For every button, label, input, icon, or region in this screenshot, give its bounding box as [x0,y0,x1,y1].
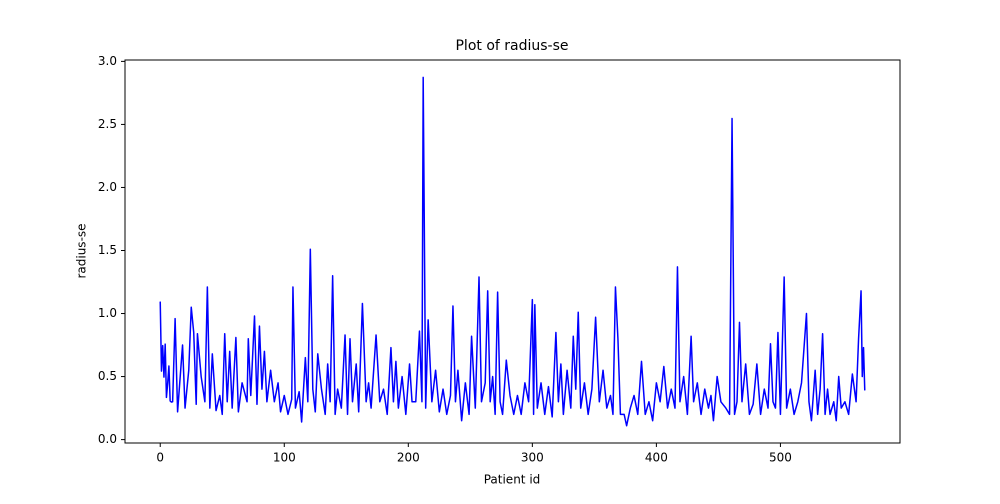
x-tick-label: 200 [397,451,420,465]
x-tick-label: 100 [273,451,296,465]
x-axis-label: Patient id [484,473,541,487]
y-axis-label: radius-se [75,223,89,278]
y-tick-label: 1.0 [98,306,117,320]
y-tick-label: 2.0 [98,180,117,194]
y-tick-label: 0.5 [98,369,117,383]
x-tick-label: 300 [521,451,544,465]
plot-frame [124,59,901,444]
data-line [159,76,866,427]
chart-title: Plot of radius-se [455,38,568,54]
x-tick-label: 500 [769,451,792,465]
y-tick-label: 0.0 [98,432,117,446]
x-tick-label: 400 [645,451,668,465]
y-tick-label: 3.0 [98,54,117,68]
x-tick-label: 0 [156,451,164,465]
y-tick-label: 2.5 [98,117,117,131]
y-tick-label: 1.5 [98,243,117,257]
